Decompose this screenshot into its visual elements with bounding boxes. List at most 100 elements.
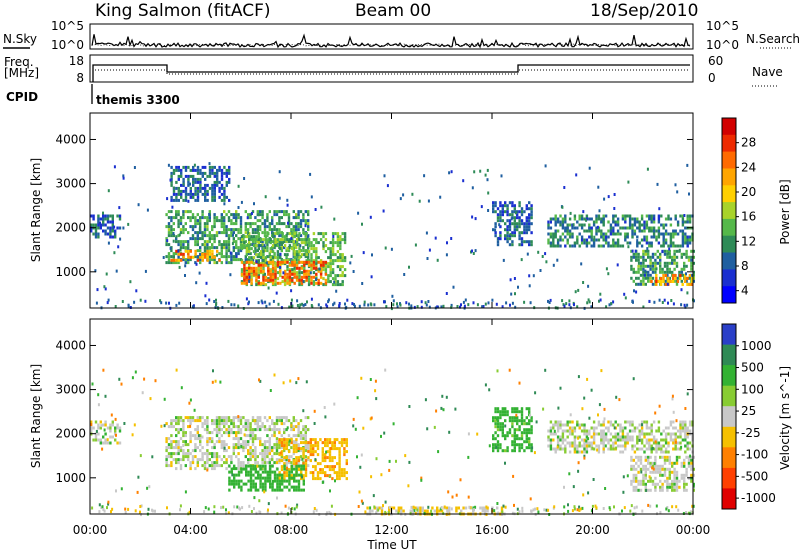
range-cell [287,419,291,423]
range-cell [116,426,119,430]
range-cell [165,243,168,247]
range-cell [626,420,629,424]
range-cell [288,262,292,266]
range-cell [559,423,562,427]
range-cell [278,471,281,475]
range-cell [273,228,276,232]
range-cell [668,482,671,486]
range-cell [211,467,214,471]
range-cell [280,216,283,220]
range-cell [206,252,209,256]
range-cell [295,246,298,250]
range-cell [604,487,607,490]
range-cell [189,168,192,172]
range-cell [667,450,670,454]
range-cell [604,214,608,218]
colorbar-swatch [722,447,736,469]
range-cell [660,438,663,442]
range-cell [566,229,569,233]
range-cell [273,434,276,438]
range-cell [259,464,262,468]
range-cell [559,420,562,424]
range-cell [499,237,502,241]
range-cell [237,237,240,241]
range-cell [564,229,567,233]
range-cell [245,272,248,276]
range-cell [211,183,214,187]
nave-trace [95,69,690,75]
range-cell [168,301,170,305]
range-cell [597,450,601,454]
range-cell [328,450,332,454]
range-cell [492,207,495,211]
range-cell [578,509,581,512]
range-cell [235,482,238,486]
range-cell [676,429,680,433]
range-cell [647,503,650,507]
range-cell [642,464,645,468]
range-cell [514,292,516,296]
range-cell [331,253,335,257]
range-cell [684,429,687,433]
range-cell [111,214,114,218]
range-cell [520,437,524,441]
range-cell [341,274,344,278]
range-cell [302,441,305,445]
range-cell [223,246,226,250]
range-cell [230,467,233,471]
range-cell [680,270,683,274]
range-cell [652,232,656,236]
range-cell [583,238,586,242]
range-cell [631,435,634,439]
range-cell [206,437,209,441]
range-cell [673,267,676,271]
range-cell [657,220,661,224]
range-cell [239,222,243,226]
range-cell [334,259,337,263]
range-cell [271,235,275,239]
range-cell [287,225,291,229]
range-cell [501,425,504,429]
range-cell [656,482,659,486]
range-cell [196,237,199,241]
range-cell [290,240,293,244]
range-cell [215,440,219,444]
range-cell [170,464,173,468]
range-cell [638,432,641,436]
range-cell [667,432,670,436]
range-cell [530,243,533,247]
range-cell [107,500,110,504]
range-cell [501,219,504,223]
range-cell [278,416,281,420]
range-cell [678,248,681,252]
range-cell [513,434,516,438]
range-cell [261,458,264,462]
range-cell [256,428,259,432]
range-cell [256,455,259,459]
range-cell [602,220,605,224]
range-cell [583,426,586,430]
range-cell [669,280,672,283]
range-cell [213,422,216,426]
range-cell [521,506,524,510]
range-cell [530,449,533,453]
range-cell [673,261,676,265]
range-cell [213,216,216,220]
range-cell [287,455,291,459]
range-cell [652,438,656,442]
range-cell [487,209,490,212]
range-cell [511,440,514,444]
range-cell [218,425,221,429]
range-cell [324,474,327,478]
range-cell [561,423,565,427]
range-cell [600,244,603,248]
range-cell [167,255,171,259]
range-cell [263,452,267,456]
range-cell [288,272,292,276]
range-cell [655,438,658,442]
range-cell [298,277,301,281]
range-cell [571,426,574,430]
range-cell [571,444,574,448]
range-cell [336,265,340,269]
range-cell [501,422,504,426]
